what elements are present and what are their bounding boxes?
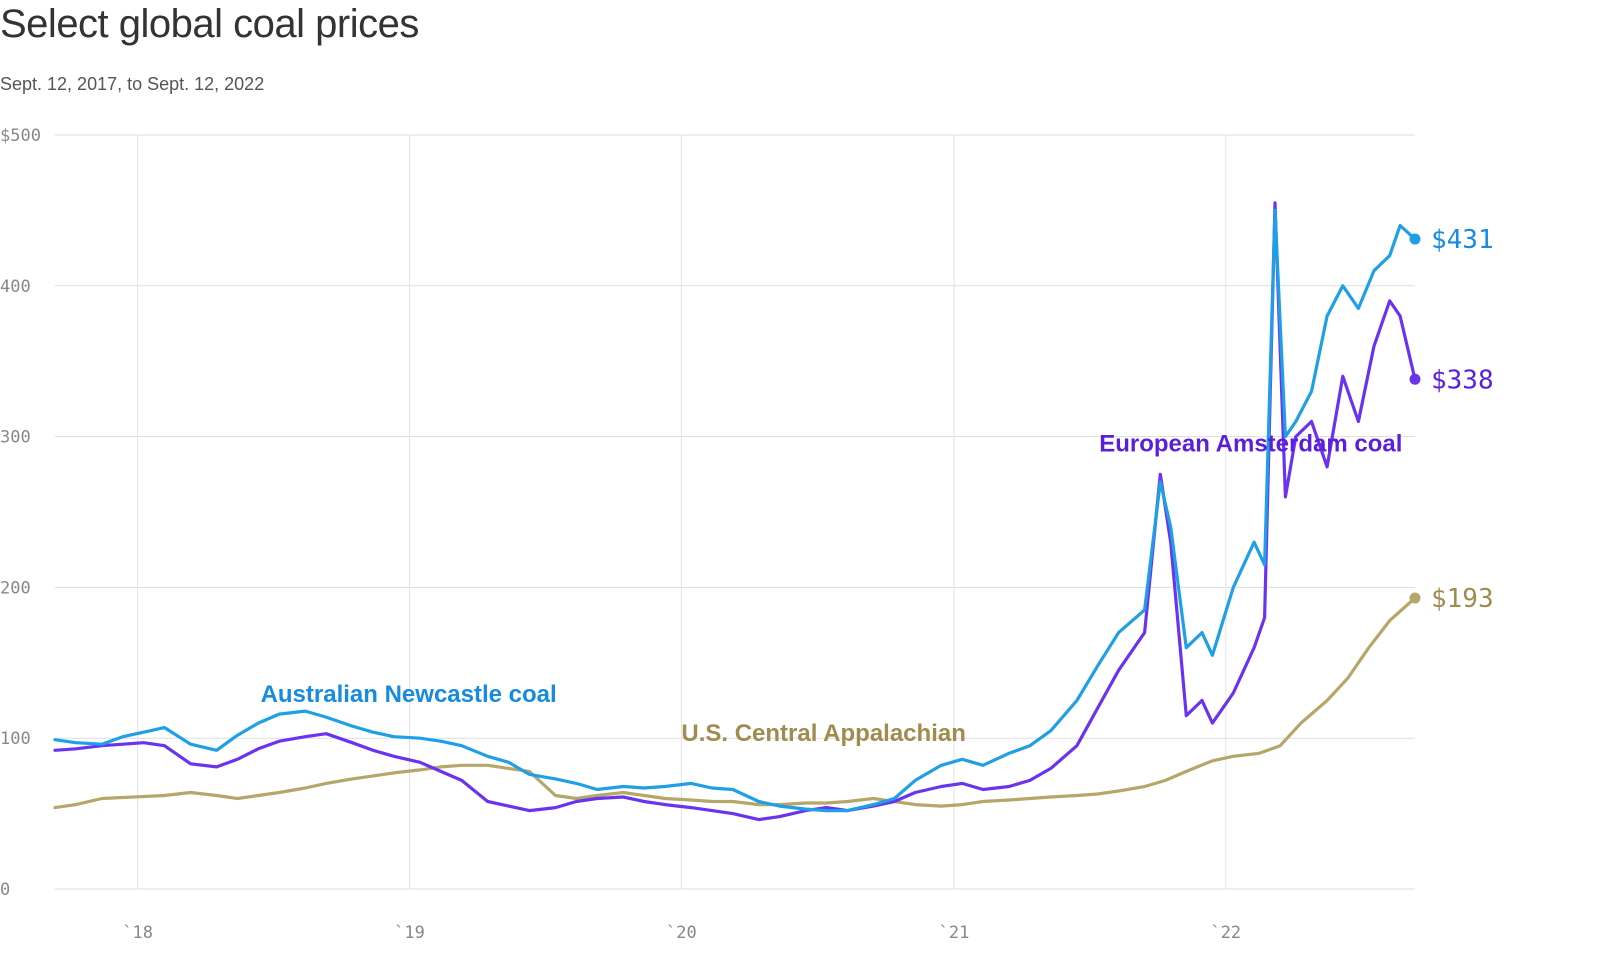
gridlines xyxy=(55,134,1415,890)
series-annotation-australian-newcastle-coal: Australian Newcastle coal xyxy=(261,681,557,708)
series-lines xyxy=(53,201,1417,822)
end-marker-european-amsterdam-coal xyxy=(1409,373,1421,385)
x-tick-label: `19 xyxy=(394,923,425,943)
x-tick-label: `18 xyxy=(122,923,153,943)
y-tick-label: 100 xyxy=(0,729,31,749)
y-tick-label: 400 xyxy=(0,277,31,297)
y-tick-label: 0 xyxy=(0,880,10,900)
x-tick-label: `20 xyxy=(666,923,697,943)
chart-subtitle: Sept. 12, 2017, to Sept. 12, 2022 xyxy=(0,74,265,94)
y-tick-label: 200 xyxy=(0,578,31,598)
series-annotation-european-amsterdam-coal: European Amsterdam coal xyxy=(1099,431,1402,458)
x-tick-label: `21 xyxy=(939,923,970,943)
end-value-label: $431 xyxy=(1431,225,1494,255)
y-tick-label: 300 xyxy=(0,428,31,448)
end-value-label: $338 xyxy=(1431,365,1494,395)
y-tick-label: $500 xyxy=(0,126,41,146)
end-value-label: $193 xyxy=(1431,584,1494,614)
axis-tick-labels: 0 100 200 300 400 $500 `18 `19 `20 `21 `22 xyxy=(0,126,1241,943)
end-marker-u-s-central-appalachian xyxy=(1409,592,1421,604)
series-line-australian-newcastle-coal xyxy=(53,208,1417,813)
chart-title: Select global coal prices xyxy=(0,2,419,46)
x-tick-label: `22 xyxy=(1210,923,1241,943)
series-line-u-s-central-appalachian xyxy=(53,596,1417,810)
end-marker-australian-newcastle-coal xyxy=(1409,233,1421,245)
series-annotation-u-s-central-appalachian: U.S. Central Appalachian xyxy=(681,720,966,747)
series-labels: $193 $338 $431 Australian Newcastle coal U.S… xyxy=(261,225,1494,747)
